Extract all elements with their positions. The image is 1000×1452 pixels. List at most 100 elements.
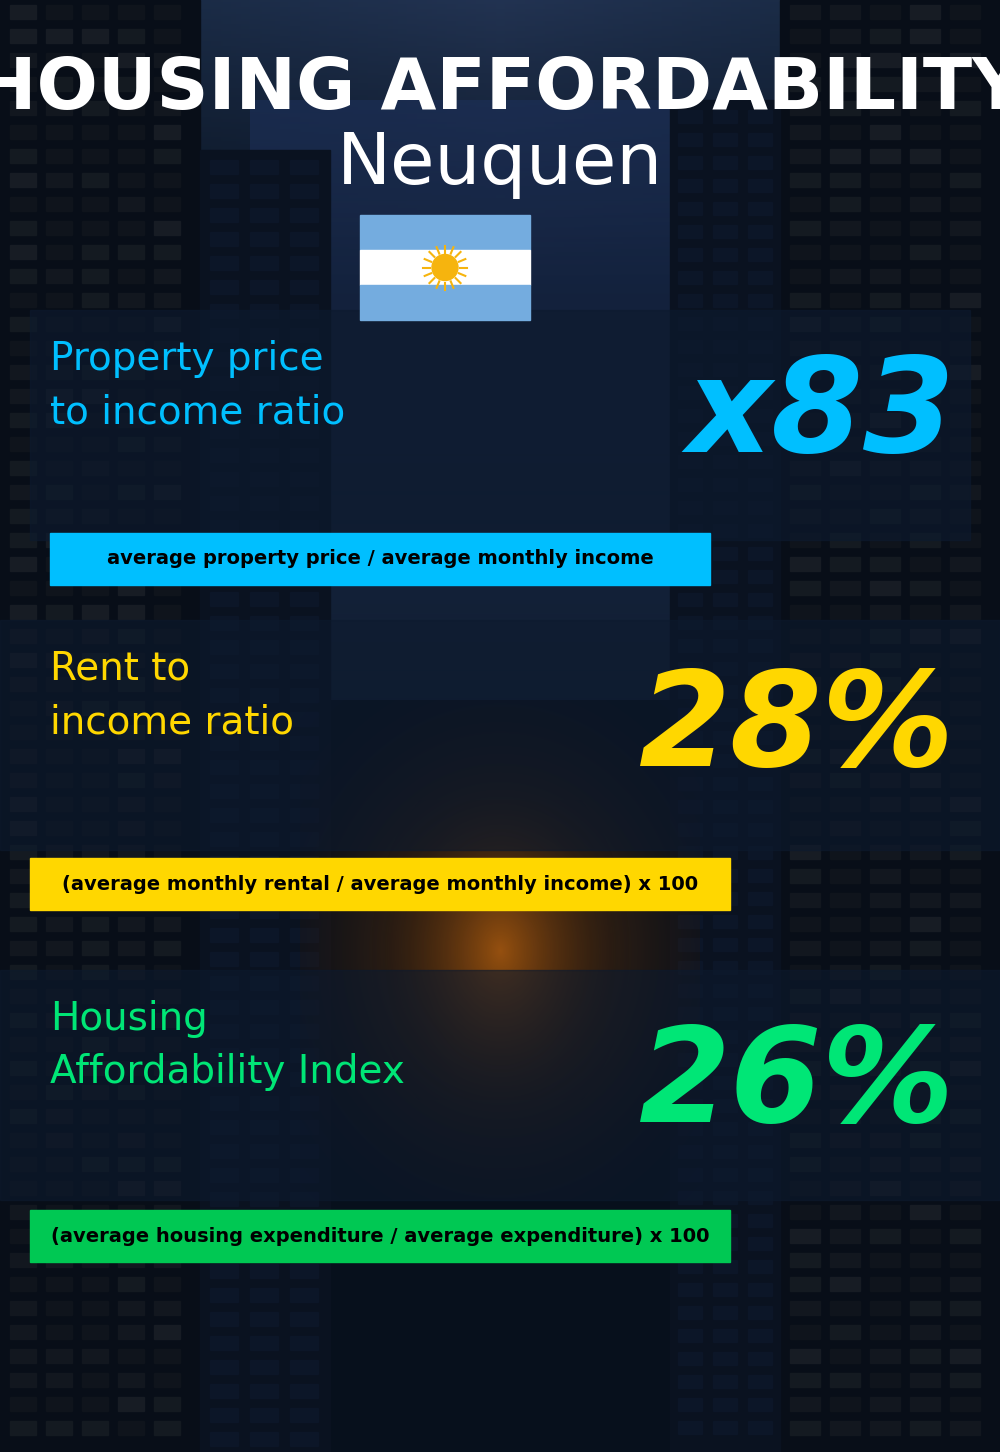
Bar — [830, 173, 860, 187]
Bar — [910, 845, 940, 860]
Bar — [748, 1167, 772, 1180]
Bar — [250, 640, 278, 653]
Bar — [713, 225, 737, 238]
Bar — [46, 1133, 72, 1147]
Text: Property price
to income ratio: Property price to income ratio — [50, 340, 345, 431]
Bar — [210, 640, 238, 653]
Bar — [748, 592, 772, 605]
Bar — [910, 221, 940, 235]
Bar — [210, 1408, 238, 1422]
Bar — [118, 460, 144, 475]
Bar — [46, 293, 72, 306]
Bar — [82, 966, 108, 979]
Bar — [910, 533, 940, 547]
Bar — [46, 29, 72, 44]
Bar — [10, 269, 36, 283]
Bar — [46, 1013, 72, 1027]
Bar — [46, 749, 72, 762]
Bar — [790, 29, 820, 44]
Bar — [950, 412, 980, 427]
Bar — [713, 547, 737, 560]
Bar — [870, 966, 900, 979]
Bar — [10, 1349, 36, 1363]
Bar — [154, 173, 180, 187]
Bar — [790, 820, 820, 835]
Polygon shape — [780, 0, 1000, 1452]
Bar — [748, 571, 772, 584]
Bar — [210, 1288, 238, 1302]
Bar — [154, 1397, 180, 1411]
Bar — [910, 1061, 940, 1074]
Text: average property price / average monthly income: average property price / average monthly… — [107, 549, 653, 569]
Bar — [290, 520, 318, 534]
Bar — [713, 179, 737, 192]
Bar — [210, 568, 238, 582]
Text: Housing
Affordability Index: Housing Affordability Index — [50, 1000, 405, 1090]
Bar — [870, 701, 900, 714]
Bar — [250, 544, 278, 558]
Bar — [830, 460, 860, 475]
Bar — [870, 1374, 900, 1387]
Bar — [290, 280, 318, 293]
Bar — [250, 1192, 278, 1207]
Bar — [950, 1326, 980, 1339]
Bar — [210, 160, 238, 174]
Bar — [250, 424, 278, 439]
Bar — [154, 102, 180, 115]
Bar — [830, 269, 860, 283]
Bar — [870, 629, 900, 643]
Bar — [950, 725, 980, 739]
Bar — [870, 1228, 900, 1243]
Bar — [154, 412, 180, 427]
Bar — [678, 754, 702, 767]
Bar — [678, 1191, 702, 1204]
Bar — [118, 941, 144, 955]
Bar — [154, 701, 180, 714]
Bar — [10, 460, 36, 475]
Bar — [10, 197, 36, 211]
Bar — [678, 592, 702, 605]
Bar — [46, 317, 72, 331]
Bar — [790, 701, 820, 714]
Bar — [790, 317, 820, 331]
Bar — [82, 389, 108, 404]
Bar — [713, 1305, 737, 1318]
Bar — [678, 1146, 702, 1159]
Bar — [790, 1349, 820, 1363]
Bar — [250, 807, 278, 822]
Bar — [46, 77, 72, 91]
Bar — [46, 150, 72, 163]
Bar — [10, 54, 36, 67]
Bar — [790, 893, 820, 908]
Bar — [30, 1210, 730, 1262]
Bar — [950, 150, 980, 163]
Bar — [210, 497, 238, 510]
Bar — [10, 437, 36, 452]
Bar — [910, 989, 940, 1003]
Bar — [910, 102, 940, 115]
Bar — [82, 1397, 108, 1411]
Bar — [10, 605, 36, 619]
Bar — [790, 725, 820, 739]
Bar — [154, 150, 180, 163]
Bar — [713, 777, 737, 790]
Bar — [713, 1053, 737, 1066]
Bar — [870, 1253, 900, 1268]
Bar — [154, 29, 180, 44]
Bar — [713, 155, 737, 168]
Bar — [713, 800, 737, 813]
Bar — [830, 1061, 860, 1074]
Bar — [46, 173, 72, 187]
Bar — [46, 1397, 72, 1411]
Bar — [290, 232, 318, 245]
Bar — [210, 832, 238, 847]
Bar — [830, 845, 860, 860]
Bar — [290, 399, 318, 414]
Bar — [210, 351, 238, 366]
Bar — [118, 173, 144, 187]
Bar — [46, 558, 72, 571]
Bar — [790, 533, 820, 547]
Bar — [290, 376, 318, 391]
Bar — [748, 1260, 772, 1273]
Bar — [790, 102, 820, 115]
